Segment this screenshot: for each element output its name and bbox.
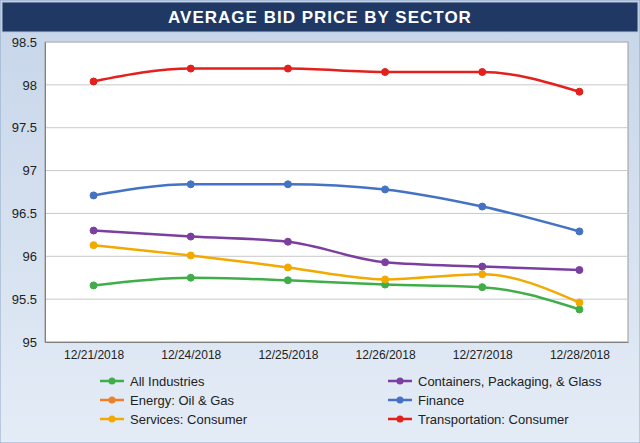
legend-label: Containers, Packaging, & Glass [418, 374, 602, 389]
tick: 98 [23, 78, 45, 93]
tick-label: 97.5 [12, 120, 37, 135]
grid-line [45, 213, 628, 214]
legend-marker [109, 416, 116, 423]
legend-item: Services: Consumer [100, 412, 248, 427]
series-point [576, 88, 583, 95]
series-point [576, 306, 583, 313]
tick-label: 12/27/2018 [453, 348, 513, 362]
tick-label: 95.5 [12, 292, 37, 307]
legend-item: Transportation: Consumer [388, 412, 569, 427]
legend-marker [397, 397, 404, 404]
grid-line [45, 342, 628, 343]
series-point [284, 238, 291, 245]
tick-label: 98.5 [12, 35, 37, 50]
grid-line [45, 84, 628, 85]
tick-label: 12/25/2018 [258, 348, 318, 362]
series-point [284, 181, 291, 188]
legend-label: Energy: Oil & Gas [130, 393, 235, 408]
series-point [90, 192, 97, 199]
series-line [94, 278, 580, 310]
series-point [284, 277, 291, 284]
grid-line [45, 170, 628, 171]
series-point [187, 252, 194, 259]
series-point [479, 203, 486, 210]
series-point [479, 263, 486, 270]
series-point [284, 264, 291, 271]
series-point [576, 267, 583, 274]
tick: 98.5 [12, 35, 45, 50]
legend-label: Transportation: Consumer [418, 412, 569, 427]
tick-label: 12/28/2018 [550, 348, 610, 362]
axis-line [46, 342, 629, 343]
series-point [90, 242, 97, 249]
tick-label: 98 [23, 78, 37, 93]
legend-marker [397, 378, 404, 385]
axis-line [45, 43, 46, 343]
series-line [94, 231, 580, 270]
series-point [90, 78, 97, 85]
title-bar [2, 2, 638, 32]
legend-marker [109, 378, 116, 385]
series-point [576, 299, 583, 306]
series-line [94, 69, 580, 92]
tick: 12/24/2018 [161, 342, 221, 362]
tick-label: 12/24/2018 [161, 348, 221, 362]
tick: 95 [23, 335, 45, 350]
legend-label: Services: Consumer [130, 412, 248, 427]
title: AVERAGE BID PRICE BY SECTOR [168, 8, 472, 27]
tick: 12/26/2018 [356, 342, 416, 362]
series-group [90, 65, 583, 313]
tick: 12/28/2018 [550, 342, 610, 362]
grid [45, 42, 628, 342]
y-axis: 95 95.5 96 96.5 97 97.5 98 98.5 [12, 35, 46, 350]
legend-item: Containers, Packaging, & Glass [388, 374, 602, 389]
series-point [382, 69, 389, 76]
series-line [94, 184, 580, 231]
tick: 96.5 [12, 206, 45, 221]
tick: 12/21/2018 [64, 342, 124, 362]
series-point [479, 284, 486, 291]
tick-label: 96.5 [12, 206, 37, 221]
legend-item: Finance [388, 393, 464, 408]
chart: AVERAGE BID PRICE BY SECTOR9595.59696.59… [0, 0, 640, 443]
legend-marker [109, 397, 116, 404]
series-point [479, 69, 486, 76]
tick-label: 95 [23, 335, 37, 350]
legend-label: Finance [418, 393, 464, 408]
tick: 12/25/2018 [258, 342, 318, 362]
series-point [479, 271, 486, 278]
series-point [90, 227, 97, 234]
x-axis: 12/21/2018 12/24/2018 12/25/2018 12/26/2018… [46, 342, 629, 362]
series-point [187, 233, 194, 240]
series-point [187, 65, 194, 72]
series-line [94, 245, 580, 302]
background [0, 0, 640, 443]
grid-line [45, 127, 628, 128]
tick-label: 97 [23, 163, 37, 178]
legend-item: Energy: Oil & Gas [100, 393, 235, 408]
grid-line [45, 256, 628, 257]
legend: All Industries Containers, Packaging, & G… [100, 374, 602, 427]
series-point [187, 181, 194, 188]
tick-label: 12/26/2018 [356, 348, 416, 362]
series-point [187, 274, 194, 281]
tick-label: 96 [23, 249, 37, 264]
series-point [284, 65, 291, 72]
tick: 97 [23, 163, 45, 178]
tick: 12/27/2018 [453, 342, 513, 362]
legend-item: All Industries [100, 374, 205, 389]
series-point [382, 259, 389, 266]
tick: 95.5 [12, 292, 45, 307]
tick: 96 [23, 249, 45, 264]
series-point [90, 282, 97, 289]
series-point [382, 186, 389, 193]
legend-marker [397, 416, 404, 423]
grid-line [45, 42, 628, 43]
series-point [576, 228, 583, 235]
tick: 97.5 [12, 120, 45, 135]
tick-label: 12/21/2018 [64, 348, 124, 362]
legend-label: All Industries [130, 374, 205, 389]
series-point [382, 276, 389, 283]
plot-area [45, 42, 628, 342]
